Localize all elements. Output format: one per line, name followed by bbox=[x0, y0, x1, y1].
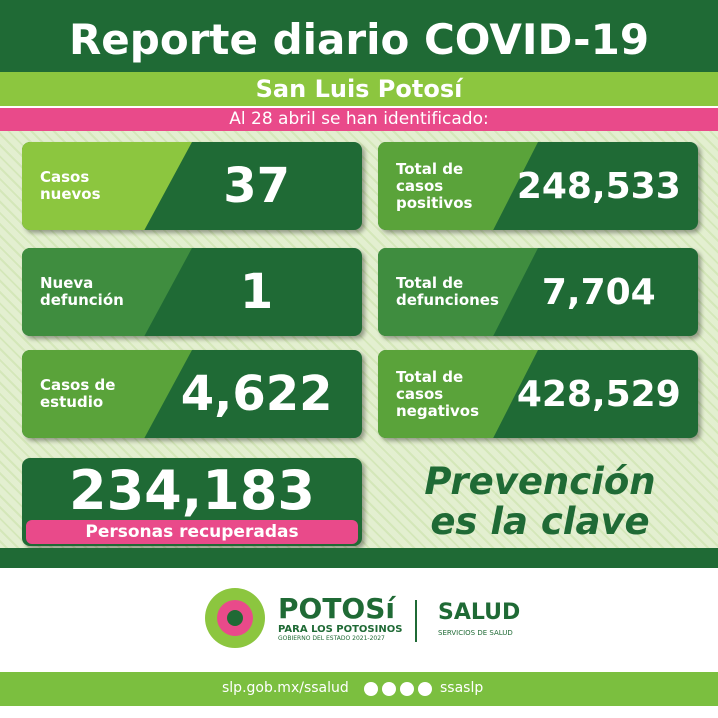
url[interactable]: slp.gob.mx/ssalud bbox=[222, 680, 349, 696]
handle[interactable]: ssaslp bbox=[440, 680, 484, 696]
label-line: nuevos bbox=[40, 185, 101, 203]
recovered-card: 234,183 Personas recuperadas bbox=[22, 458, 362, 546]
brand-sub: PARA LOS POTOSINOS bbox=[278, 624, 403, 635]
stat-card: Total de defunciones 7,704 bbox=[378, 248, 698, 336]
card-label: Total de casos positivos bbox=[378, 142, 538, 230]
state-logo bbox=[205, 588, 265, 648]
youtube-icon[interactable] bbox=[400, 682, 414, 696]
stat-card: Nueva defunción 1 bbox=[22, 248, 362, 336]
stat-card: Casos de estudio 4,622 bbox=[22, 350, 362, 438]
label-line: estudio bbox=[40, 393, 104, 411]
label-line: defunción bbox=[40, 291, 124, 309]
brand-block: POTOSí PARA LOS POTOSINOS GOBIERNO DEL E… bbox=[278, 592, 403, 643]
agency-block: SALUD SERVICIOS DE SALUD bbox=[438, 600, 520, 637]
label-line: casos bbox=[396, 384, 444, 403]
card-value: 7,704 bbox=[541, 271, 656, 313]
government: GOBIERNO DEL ESTADO 2021-2027 bbox=[278, 635, 385, 642]
card-value: 1 bbox=[239, 264, 274, 320]
stat-card: Casos nuevos 37 bbox=[22, 142, 362, 230]
slogan-line: es la clave bbox=[430, 500, 650, 543]
slogan: Prevención es la clave bbox=[380, 462, 700, 542]
date-banner: Al 28 abril se han identificado: bbox=[0, 108, 718, 131]
card-value: 37 bbox=[223, 158, 290, 214]
divider-strip bbox=[0, 548, 718, 568]
label-line: Nueva bbox=[40, 274, 94, 292]
label-line: Casos bbox=[40, 168, 90, 186]
twitter-icon[interactable] bbox=[382, 682, 396, 696]
label-line: Casos de bbox=[40, 376, 116, 394]
label-line: Total de bbox=[396, 274, 464, 292]
card-value: 4,622 bbox=[180, 366, 333, 422]
separator bbox=[415, 600, 417, 642]
stat-card: Total de casos negativos 428,529 bbox=[378, 350, 698, 438]
subtitle: San Luis Potosí bbox=[0, 72, 718, 106]
label-line: positivos bbox=[396, 193, 473, 212]
label-line: Total de bbox=[396, 159, 464, 178]
facebook-icon[interactable] bbox=[364, 682, 378, 696]
footer-bar: slp.gob.mx/ssalud ssaslp bbox=[0, 672, 718, 706]
social-icons bbox=[362, 681, 434, 697]
title: Reporte diario COVID-19 bbox=[0, 0, 718, 72]
recovered-label: Personas recuperadas bbox=[26, 520, 358, 544]
brand: POTOSí bbox=[278, 592, 395, 625]
stat-card: Total de casos positivos 248,533 bbox=[378, 142, 698, 230]
label-line: negativos bbox=[396, 401, 480, 420]
instagram-icon[interactable] bbox=[418, 682, 432, 696]
label-line: defunciones bbox=[396, 291, 499, 309]
slogan-line: Prevención bbox=[424, 460, 656, 503]
card-value: 248,533 bbox=[516, 165, 681, 207]
label-line: Total de bbox=[396, 367, 464, 386]
card-value: 428,529 bbox=[516, 373, 681, 415]
label-line: casos bbox=[396, 176, 444, 195]
logo-core bbox=[227, 610, 243, 626]
recovered-value: 234,183 bbox=[69, 459, 315, 522]
agency-sub: SERVICIOS DE SALUD bbox=[438, 629, 513, 637]
agency: SALUD bbox=[438, 600, 521, 625]
